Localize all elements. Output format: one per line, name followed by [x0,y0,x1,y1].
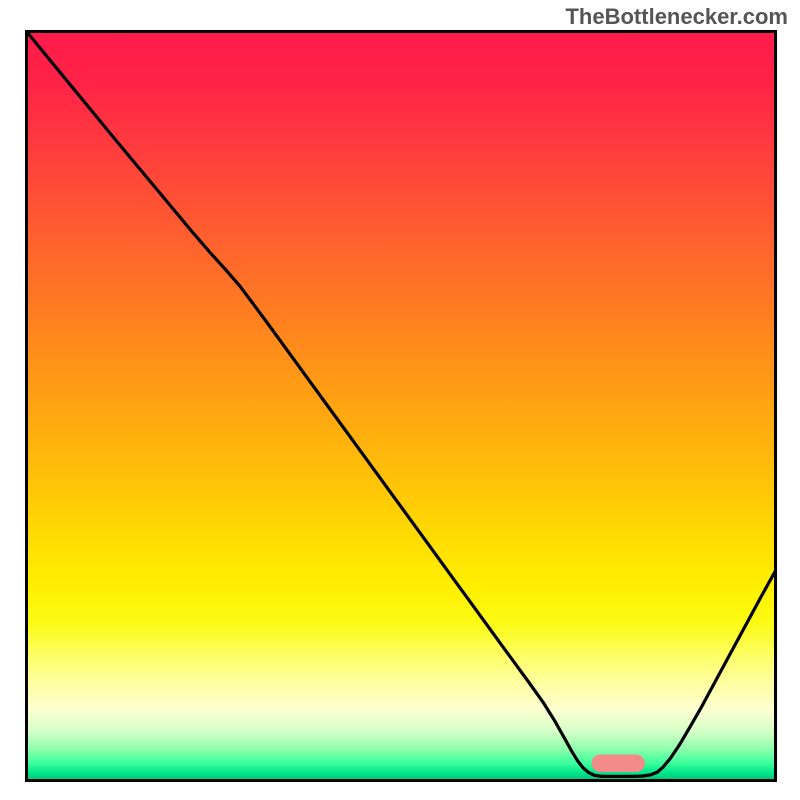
bottleneck-chart [25,30,777,782]
chart-stage: TheBottlenecker.com [0,0,800,800]
optimal-marker [592,755,644,771]
chart-background [27,32,776,781]
plot-container [25,30,777,782]
watermark-text: TheBottlenecker.com [565,4,788,30]
